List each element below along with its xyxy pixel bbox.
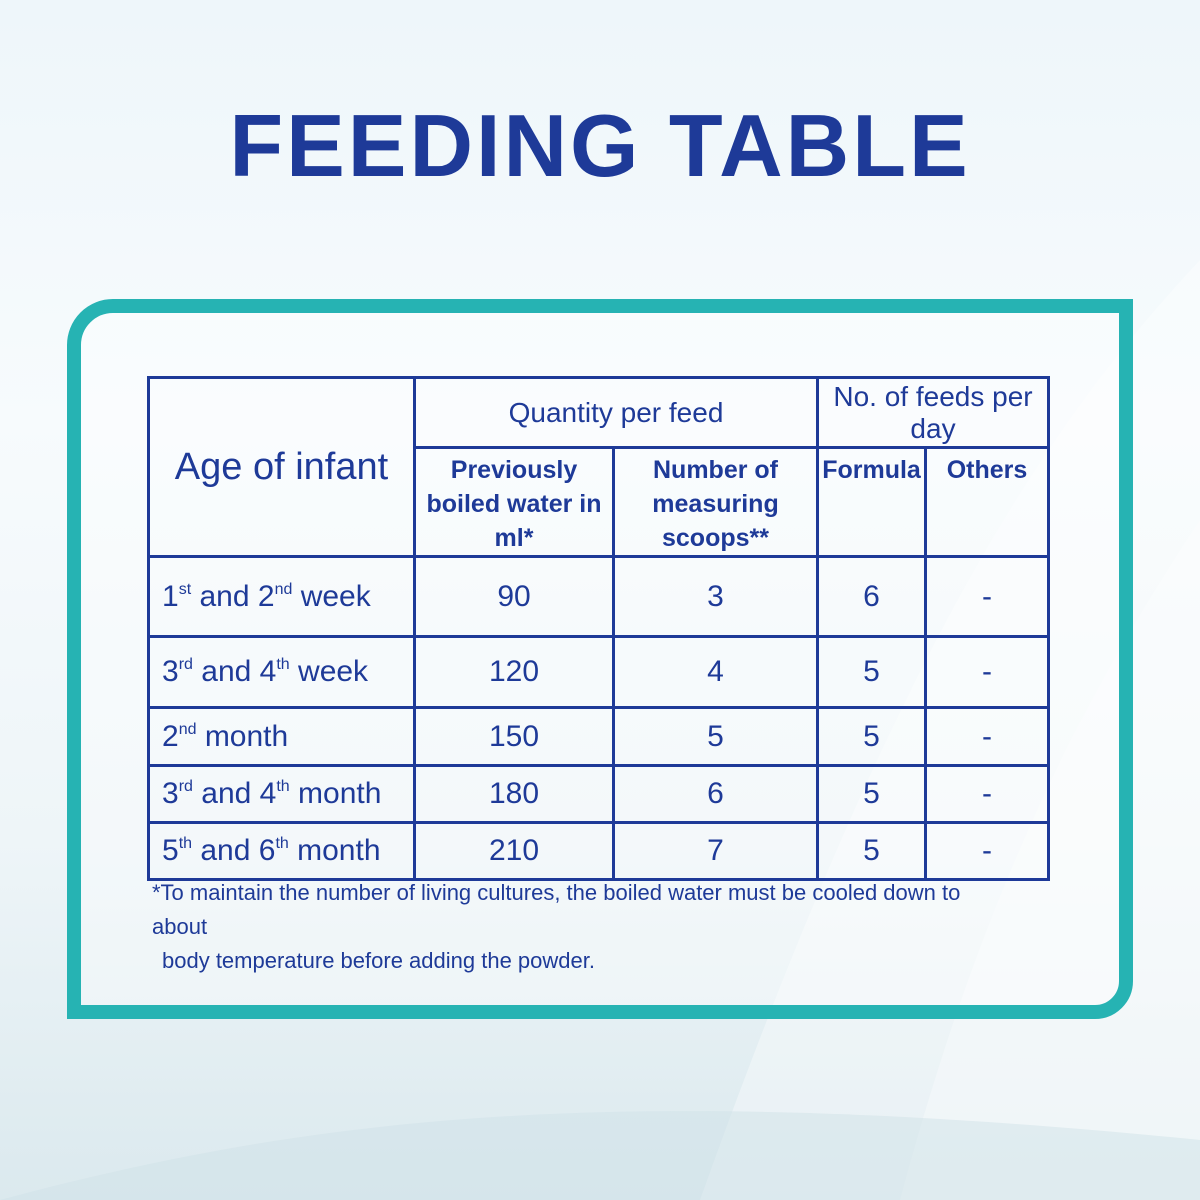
table-row: 3rd and 4th week 120 4 5 -: [147, 635, 1050, 709]
water-cell: 150: [413, 706, 615, 767]
scoops-cell: 5: [612, 706, 819, 767]
others-cell: -: [924, 555, 1050, 638]
footnote-line-2: body temperature before adding the powde…: [162, 948, 595, 973]
footnote: *To maintain the number of living cultur…: [152, 876, 972, 978]
age-cell: 2nd month: [147, 706, 416, 767]
others-cell: -: [924, 706, 1050, 767]
quantity-per-feed-header: Quantity per feed: [413, 376, 819, 449]
formula-header: Formula: [816, 446, 927, 558]
table-row: 5th and 6th month 210 7 5 -: [147, 821, 1050, 881]
water-cell: 210: [413, 821, 615, 881]
formula-cell: 5: [816, 821, 927, 881]
footnote-line-1: *To maintain the number of living cultur…: [152, 880, 961, 939]
scoops-header: Number of measuring scoops**: [612, 446, 819, 558]
age-cell: 3rd and 4th week: [147, 635, 416, 709]
scoops-cell: 4: [612, 635, 819, 709]
others-cell: -: [924, 764, 1050, 824]
water-cell: 180: [413, 764, 615, 824]
formula-cell: 5: [816, 706, 927, 767]
feeds-per-day-header: No. of feeds per day: [816, 376, 1050, 449]
others-header: Others: [924, 446, 1050, 558]
page-title: FEEDING TABLE: [229, 96, 971, 195]
formula-cell: 5: [816, 635, 927, 709]
table-row: 2nd month 150 5 5 -: [147, 706, 1050, 767]
table-row: 1st and 2nd week 90 3 6 -: [147, 555, 1050, 638]
age-cell: 3rd and 4th month: [147, 764, 416, 824]
water-header: Previously boiled water in ml*: [413, 446, 615, 558]
formula-cell: 6: [816, 555, 927, 638]
age-of-infant-header: Age of infant: [147, 376, 416, 558]
feeding-table: Age of infant Quantity per feed No. of f…: [147, 376, 1050, 881]
water-cell: 90: [413, 555, 615, 638]
scoops-cell: 7: [612, 821, 819, 881]
scoops-cell: 3: [612, 555, 819, 638]
age-cell: 5th and 6th month: [147, 821, 416, 881]
age-cell: 1st and 2nd week: [147, 555, 416, 638]
water-cell: 120: [413, 635, 615, 709]
others-cell: -: [924, 635, 1050, 709]
scoops-cell: 6: [612, 764, 819, 824]
others-cell: -: [924, 821, 1050, 881]
table-row: 3rd and 4th month 180 6 5 -: [147, 764, 1050, 824]
formula-cell: 5: [816, 764, 927, 824]
